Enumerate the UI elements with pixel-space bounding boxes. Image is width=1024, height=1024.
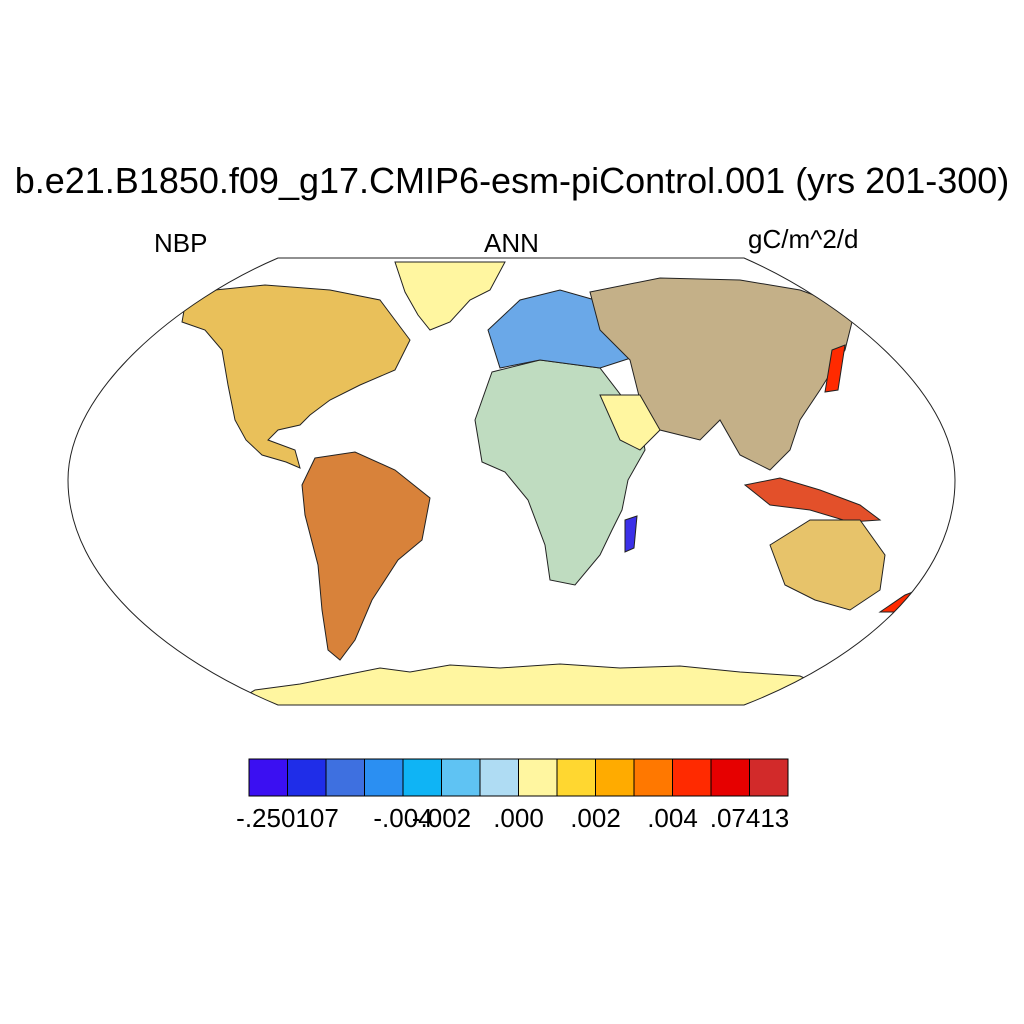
colorbar-label: .000 [493,803,544,833]
colorbar-swatch [364,758,404,797]
colorbar-swatch [518,758,558,797]
north-america [181,284,411,469]
units-label: gC/m^2/d [748,224,859,254]
colorbar-label: -.004 [373,803,433,833]
colorbar-swatch [710,758,750,797]
colorbar-swatch [479,758,519,797]
colorbar-label: -.002 [411,803,472,833]
colorbar-label: .002 [570,803,621,833]
greenland [394,261,506,331]
colorbar-swatch [441,758,481,797]
colorbar-swatch [672,758,712,797]
colorbar-swatch [402,758,442,797]
arabia [599,394,661,451]
madagascar [624,515,638,553]
map-title: b.e21.B1850.f09_g17.CMIP6-esm-piControl.… [14,160,1010,201]
colorbar-swatch [749,758,789,797]
australia [769,519,886,611]
colorbar-swatch [556,758,596,797]
asia [589,277,856,471]
colorbar-swatch [325,758,365,797]
colorbar-label: .07413 [709,803,790,833]
map-outline [67,257,956,706]
indonesia [743,477,882,523]
colorbar-swatch [633,758,673,797]
colorbar-swatch [287,758,327,797]
variable-label: NBP [154,228,208,258]
colorbar-swatch [248,758,288,797]
colorbar-swatch [595,758,635,797]
season-label: ANN [484,228,539,258]
colorbar-label: -.250107 [236,803,339,833]
japan [824,344,846,393]
south-america [301,451,431,661]
colorbar-label: .004 [647,803,698,833]
